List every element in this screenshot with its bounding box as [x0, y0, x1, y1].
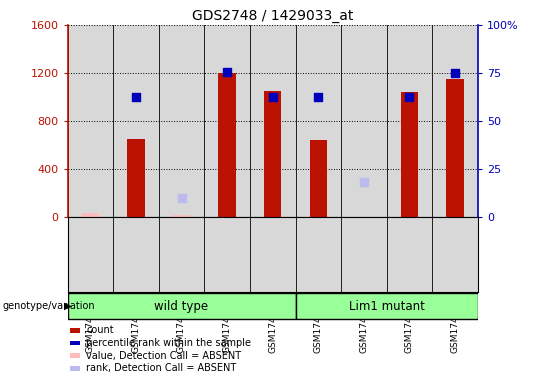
- Bar: [82, 214, 99, 217]
- Bar: [401, 92, 418, 217]
- Point: [268, 94, 277, 100]
- Bar: [309, 140, 327, 217]
- Bar: [127, 139, 145, 217]
- Bar: [264, 91, 281, 217]
- Bar: [250, 25, 295, 217]
- Text: percentile rank within the sample: percentile rank within the sample: [86, 338, 252, 348]
- Point: [405, 94, 414, 100]
- Bar: [387, 25, 433, 217]
- Text: rank, Detection Call = ABSENT: rank, Detection Call = ABSENT: [86, 363, 237, 373]
- Bar: [219, 73, 236, 217]
- Bar: [433, 25, 478, 217]
- Bar: [341, 25, 387, 217]
- Point: [451, 70, 460, 76]
- FancyBboxPatch shape: [68, 293, 295, 319]
- Point: [177, 195, 186, 202]
- Bar: [159, 25, 204, 217]
- Title: GDS2748 / 1429033_at: GDS2748 / 1429033_at: [192, 8, 353, 23]
- Bar: [68, 25, 113, 217]
- Bar: [173, 215, 190, 217]
- FancyBboxPatch shape: [295, 293, 478, 319]
- Text: ▶: ▶: [64, 301, 72, 311]
- Text: Lim1 mutant: Lim1 mutant: [349, 300, 424, 313]
- Text: genotype/variation: genotype/variation: [3, 301, 96, 311]
- Point: [132, 94, 140, 100]
- Bar: [204, 25, 250, 217]
- Bar: [113, 25, 159, 217]
- Text: wild type: wild type: [154, 300, 208, 313]
- Point: [223, 69, 232, 75]
- Point: [360, 179, 368, 185]
- Bar: [295, 25, 341, 217]
- Text: count: count: [86, 325, 114, 335]
- Bar: [447, 79, 464, 217]
- Text: value, Detection Call = ABSENT: value, Detection Call = ABSENT: [86, 351, 241, 361]
- Point: [314, 94, 322, 100]
